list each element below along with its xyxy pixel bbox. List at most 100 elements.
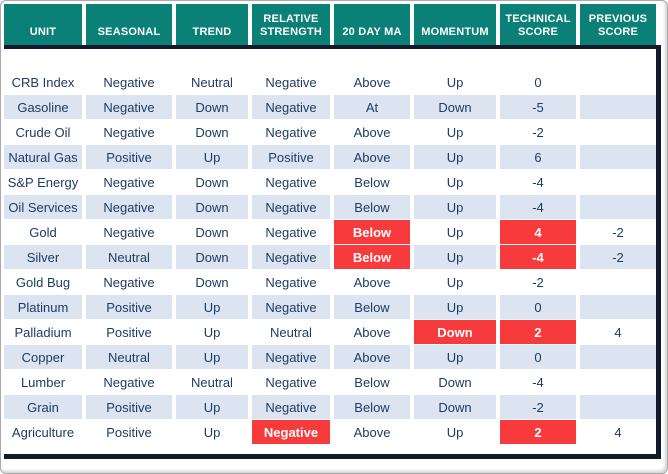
cell-unit: CRB Index <box>4 70 82 94</box>
cell-trend: Down <box>176 195 248 219</box>
cell-rs: Negative <box>252 220 330 244</box>
cell-momentum: Up <box>414 170 496 194</box>
cell-rs: Negative <box>252 370 330 394</box>
cell-tech: -4 <box>500 370 576 394</box>
cell-momentum: Up <box>414 70 496 94</box>
cell-momentum: Down <box>414 320 496 344</box>
cell-trend: Neutral <box>176 370 248 394</box>
cell-rs: Negative <box>252 120 330 144</box>
cell-unit: Grain <box>4 395 82 419</box>
table-row: Copper Neutral Up Negative Above Up 0 <box>4 345 656 369</box>
cell-trend: Down <box>176 220 248 244</box>
cell-trend: Up <box>176 320 248 344</box>
cell-ma: Below <box>334 295 410 319</box>
cell-tech: -4 <box>500 170 576 194</box>
cell-ma: At <box>334 95 410 119</box>
cell-ma: Above <box>334 270 410 294</box>
cell-ma: Below <box>334 245 410 269</box>
cell-tech: -4 <box>500 195 576 219</box>
cell-seasonal: Negative <box>86 220 172 244</box>
cell-trend: Down <box>176 95 248 119</box>
cell-seasonal: Neutral <box>86 245 172 269</box>
header-separator <box>4 45 661 49</box>
cell-momentum: Up <box>414 420 496 444</box>
cell-unit: Lumber <box>4 370 82 394</box>
cell-trend: Up <box>176 395 248 419</box>
cell-ma: Above <box>334 320 410 344</box>
cell-seasonal: Negative <box>86 95 172 119</box>
column-header-tech: TECHNICAL SCORE <box>500 4 576 45</box>
column-header-ma: 20 DAY MA <box>334 4 410 45</box>
cell-prev: -2 <box>580 245 656 269</box>
cell-rs: Negative <box>252 345 330 369</box>
cell-ma: Above <box>334 345 410 369</box>
column-header-prev: PREVIOUS SCORE <box>580 4 656 45</box>
cell-rs: Negative <box>252 270 330 294</box>
cell-rs: Negative <box>252 70 330 94</box>
cell-prev <box>580 270 656 294</box>
cell-tech: -2 <box>500 270 576 294</box>
cell-prev: -2 <box>580 220 656 244</box>
table-row: CRB Index Negative Neutral Negative Above Up 0 <box>4 70 656 94</box>
cell-prev: 4 <box>580 320 656 344</box>
cell-rs: Negative <box>252 395 330 419</box>
cell-prev <box>580 345 656 369</box>
cell-rs: Neutral <box>252 320 330 344</box>
table-row: Gold Bug Negative Down Negative Above Up -2 <box>4 270 656 294</box>
cell-unit: Copper <box>4 345 82 369</box>
table-body: CRB Index Negative Neutral Negative Above Up 0… <box>4 49 661 459</box>
cell-trend: Up <box>176 145 248 169</box>
cell-momentum: Down <box>414 95 496 119</box>
technical-score-table: UNIT SEASONAL TREND RELATIVE STRENGTH 20 DAY… <box>4 4 661 459</box>
cell-trend: Down <box>176 170 248 194</box>
cell-ma: Below <box>334 195 410 219</box>
cell-prev <box>580 145 656 169</box>
cell-ma: Below <box>334 220 410 244</box>
cell-unit: Oil Services <box>4 195 82 219</box>
table-row: Palladium Positive Up Neutral Above Down 2 4 <box>4 320 656 344</box>
cell-rs: Negative <box>252 195 330 219</box>
cell-unit: Gold <box>4 220 82 244</box>
cell-rs: Negative <box>252 420 330 444</box>
cell-prev <box>580 170 656 194</box>
table-row: Gold Negative Down Negative Below Up 4 -2 <box>4 220 656 244</box>
cell-seasonal: Negative <box>86 270 172 294</box>
cell-ma: Above <box>334 120 410 144</box>
cell-tech: 0 <box>500 295 576 319</box>
cell-tech: -5 <box>500 95 576 119</box>
cell-unit: Platinum <box>4 295 82 319</box>
cell-prev <box>580 120 656 144</box>
cell-seasonal: Positive <box>86 420 172 444</box>
cell-trend: Down <box>176 270 248 294</box>
cell-seasonal: Positive <box>86 295 172 319</box>
cell-momentum: Down <box>414 370 496 394</box>
cell-unit: S&P Energy <box>4 170 82 194</box>
table-row: Grain Positive Up Negative Below Down -2 <box>4 395 656 419</box>
cell-ma: Above <box>334 420 410 444</box>
cell-tech: -2 <box>500 120 576 144</box>
cell-seasonal: Negative <box>86 370 172 394</box>
cell-unit: Palladium <box>4 320 82 344</box>
column-header-seasonal: SEASONAL <box>86 4 172 45</box>
cell-ma: Below <box>334 395 410 419</box>
cell-tech: 6 <box>500 145 576 169</box>
column-header-momentum: MOMENTUM <box>414 4 496 45</box>
cell-rs: Negative <box>252 295 330 319</box>
cell-momentum: Up <box>414 195 496 219</box>
cell-seasonal: Neutral <box>86 345 172 369</box>
cell-unit: Natural Gas <box>4 145 82 169</box>
cell-rs: Negative <box>252 170 330 194</box>
cell-seasonal: Negative <box>86 195 172 219</box>
column-header-rs: RELATIVE STRENGTH <box>252 4 330 45</box>
table-row: Platinum Positive Up Negative Below Up 0 <box>4 295 656 319</box>
table-row: Oil Services Negative Down Negative Below Up -… <box>4 195 656 219</box>
table-row: Lumber Negative Neutral Negative Below Down -4 <box>4 370 656 394</box>
table-row: Gasoline Negative Down Negative At Down -5 <box>4 95 656 119</box>
cell-momentum: Up <box>414 295 496 319</box>
cell-trend: Up <box>176 295 248 319</box>
column-header-unit: UNIT <box>4 4 82 45</box>
blank-row <box>4 49 656 70</box>
cell-prev <box>580 395 656 419</box>
cell-tech: 2 <box>500 420 576 444</box>
cell-prev <box>580 295 656 319</box>
